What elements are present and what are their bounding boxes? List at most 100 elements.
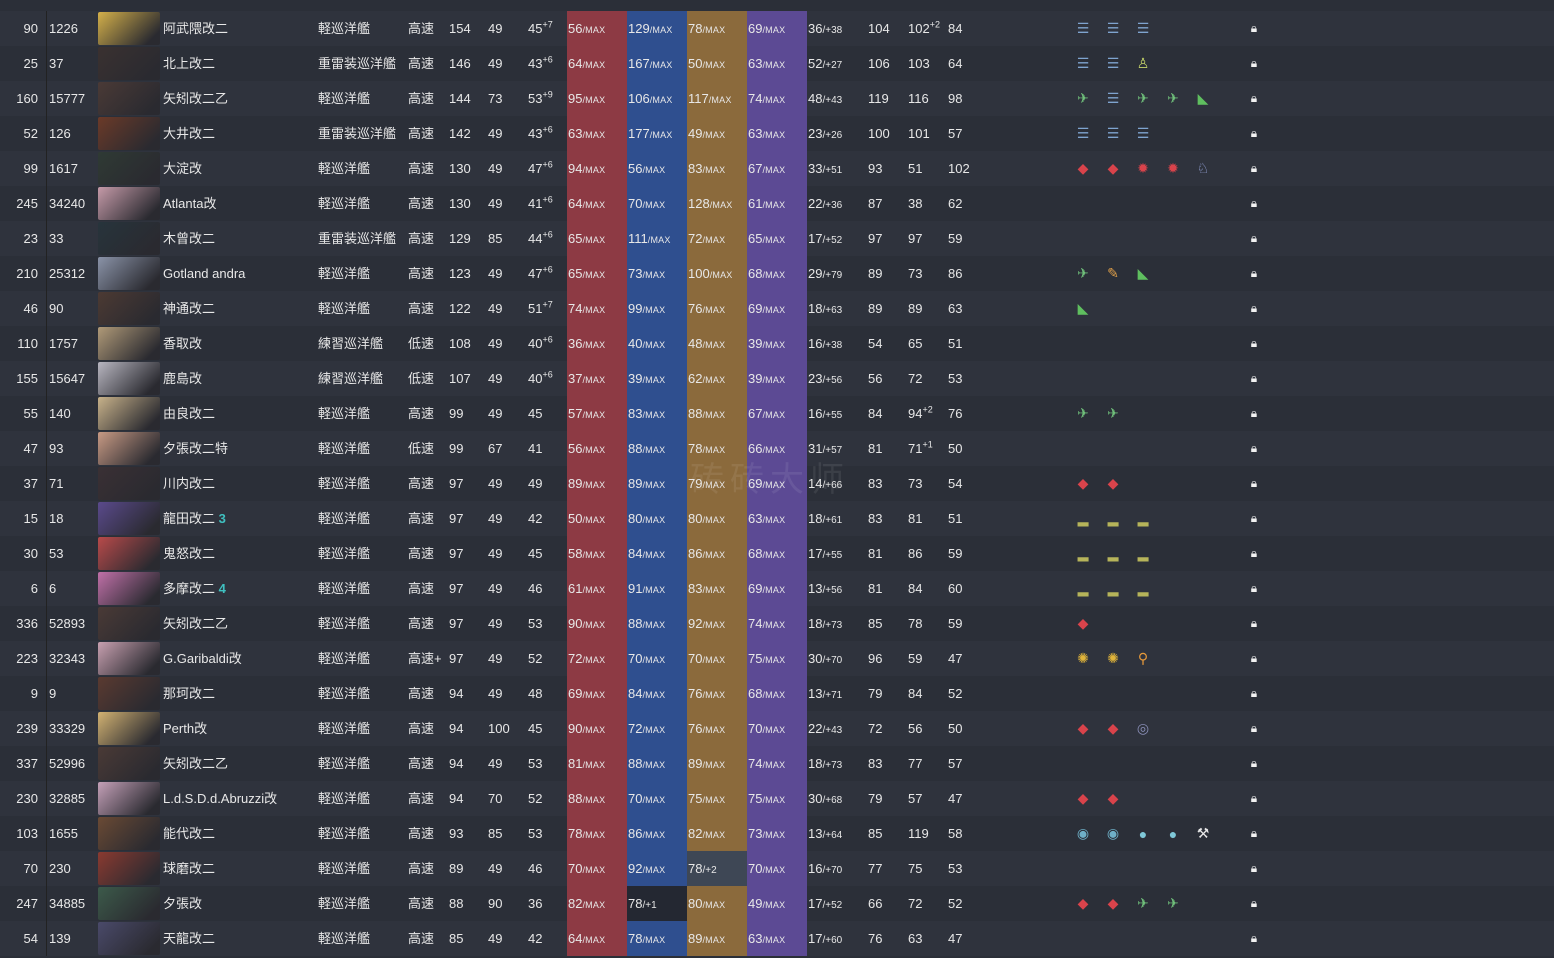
lock-icon[interactable]: 🔒︎	[1250, 126, 1258, 140]
seaplane-icon[interactable]: ✈	[1137, 90, 1149, 106]
table-row[interactable]: 9 9 那珂改二 軽巡洋艦 高速 94 49 48 69/MAX 84/MAX 76/MAX 68/M…	[0, 676, 1554, 711]
boat-icon[interactable]: ▂	[1077, 580, 1089, 596]
depth-charge-icon[interactable]: ●	[1168, 825, 1178, 842]
tank-icon[interactable]: ◣	[1137, 265, 1149, 281]
seaplane-icon[interactable]: ✈	[1077, 90, 1089, 106]
table-row[interactable]: 55 140 由良改二 軽巡洋艦 高速 99 49 45 57/MAX 83/MAX 88/MAX 6…	[0, 396, 1554, 431]
table-row[interactable]: 155 15647 鹿島改 練習巡洋艦 低速 107 49 40+6 37/MAX 39/MAX 6…	[0, 361, 1554, 396]
gun-icon[interactable]: ◆	[1107, 720, 1119, 736]
seaplane-icon[interactable]: ✈	[1107, 405, 1119, 421]
boat-icon[interactable]: ▂	[1077, 510, 1089, 526]
lock-icon[interactable]: 🔒︎	[1250, 756, 1258, 770]
gun-icon[interactable]: ◆	[1107, 475, 1119, 491]
lock-icon[interactable]: 🔒︎	[1250, 826, 1258, 840]
lock-icon[interactable]: 🔒︎	[1250, 616, 1258, 630]
table-row[interactable]: 247 34885 夕張改 軽巡洋艦 高速 88 90 36 82/MAX 78/+1 80/MAX…	[0, 886, 1554, 921]
shell-icon[interactable]: ✹	[1137, 160, 1149, 176]
table-row[interactable]: 15 18 龍田改二 3 軽巡洋艦 高速 97 49 42 50/MAX 80/MAX 80/MAX…	[0, 501, 1554, 536]
boat-icon[interactable]: ▂	[1107, 545, 1119, 561]
menu-icon[interactable]: ☰	[1076, 20, 1090, 36]
table-row[interactable]: 110 1757 香取改 練習巡洋艦 低速 108 49 40+6 36/MAX 40/MAX 48…	[0, 326, 1554, 361]
boat-icon[interactable]: ▂	[1107, 580, 1119, 596]
table-row[interactable]: 25 37 北上改二 重雷装巡洋艦 高速 146 49 43+6 64/MAX 167/MAX 50…	[0, 46, 1554, 81]
table-row[interactable]: 37 71 川内改二 軽巡洋艦 高速 97 49 49 89/MAX 89/MAX 79/MAX 69…	[0, 466, 1554, 501]
sun-icon[interactable]: ✺	[1107, 650, 1119, 666]
lock-icon[interactable]: 🔒︎	[1250, 721, 1258, 735]
seaplane-icon[interactable]: ✈	[1077, 265, 1089, 281]
table-row[interactable]: 160 15777 矢矧改二乙 軽巡洋艦 高速 144 73 53+9 95/MAX 106/MA…	[0, 81, 1554, 116]
lock-icon[interactable]: 🔒︎	[1250, 651, 1258, 665]
lock-icon[interactable]: 🔒︎	[1250, 511, 1258, 525]
table-row[interactable]: 90 1226 阿武隈改二 軽巡洋艦 高速 154 49 45+7 56/MAX 129/MAX 7…	[0, 11, 1554, 46]
gun-icon[interactable]: ◆	[1107, 790, 1119, 806]
tank-icon[interactable]: ◣	[1197, 90, 1209, 106]
table-row[interactable]: 336 52893 矢矧改二乙 軽巡洋艦 高速 97 49 53 90/MAX 88/MAX 92/…	[0, 606, 1554, 641]
table-row[interactable]: 46 90 神通改二 軽巡洋艦 高速 122 49 51+7 74/MAX 99/MAX 76/MA…	[0, 291, 1554, 326]
table-row[interactable]: 337 52996 矢矧改二乙 軽巡洋艦 高速 94 49 53 81/MAX 88/MAX 89/…	[0, 746, 1554, 781]
lock-icon[interactable]: 🔒︎	[1250, 266, 1258, 280]
sonar-icon[interactable]: ◉	[1076, 825, 1090, 841]
menu-icon[interactable]: ☰	[1136, 125, 1150, 141]
tank-icon[interactable]: ◣	[1077, 300, 1089, 316]
lock-icon[interactable]: 🔒︎	[1250, 791, 1258, 805]
boat-icon[interactable]: ▂	[1137, 545, 1149, 561]
table-row[interactable]: 103 1655 能代改二 軽巡洋艦 高速 93 85 53 78/MAX 86/MAX 82/MA…	[0, 816, 1554, 851]
lock-icon[interactable]: 🔒︎	[1250, 371, 1258, 385]
gun-icon[interactable]: ◆	[1077, 160, 1089, 176]
table-row[interactable]: 70 230 球磨改二 軽巡洋艦 高速 89 49 46 70/MAX 92/MAX 78/+2 70…	[0, 851, 1554, 886]
boat-icon[interactable]: ▂	[1137, 510, 1149, 526]
table-row[interactable]: 245 34240 Atlanta改 軽巡洋艦 高速 130 49 41+6 64/MAX 70/…	[0, 186, 1554, 221]
lock-icon[interactable]: 🔒︎	[1250, 931, 1258, 945]
table-row[interactable]: 99 1617 大淀改 軽巡洋艦 高速 130 49 47+6 94/MAX 56/MAX 83/M…	[0, 151, 1554, 186]
lock-icon[interactable]: 🔒︎	[1250, 406, 1258, 420]
lock-icon[interactable]: 🔒︎	[1250, 581, 1258, 595]
table-row[interactable]: 230 32885 L.d.S.D.d.Abruzzi改 軽巡洋艦 高速 94 70 52 88…	[0, 781, 1554, 816]
lock-icon[interactable]: 🔒︎	[1250, 301, 1258, 315]
gun-icon[interactable]: ◆	[1077, 895, 1089, 911]
table-row[interactable]: 54 139 天龍改二 軽巡洋艦 高速 85 49 42 64/MAX 78/MAX 89/MAX 6…	[0, 921, 1554, 956]
lock-icon[interactable]: 🔒︎	[1250, 196, 1258, 210]
lock-icon[interactable]: 🔒︎	[1250, 546, 1258, 560]
gun-icon[interactable]: ◆	[1077, 790, 1089, 806]
lock-icon[interactable]: 🔒︎	[1250, 476, 1258, 490]
shell-icon[interactable]: ✹	[1167, 160, 1179, 176]
boat-icon[interactable]: ▂	[1137, 580, 1149, 596]
lock-icon[interactable]: 🔒︎	[1250, 231, 1258, 245]
menu-icon[interactable]: ☰	[1106, 125, 1120, 141]
lock-icon[interactable]: 🔒︎	[1250, 896, 1258, 910]
gun-icon[interactable]: ◆	[1107, 895, 1119, 911]
lock-icon[interactable]: 🔒︎	[1250, 91, 1258, 105]
seaplane-icon[interactable]: ✈	[1167, 90, 1179, 106]
seaplane-icon[interactable]: ✈	[1167, 895, 1179, 911]
lock-icon[interactable]: 🔒︎	[1250, 336, 1258, 350]
pickaxe-icon[interactable]: ⚒	[1196, 825, 1210, 841]
key-icon[interactable]: ⚲	[1137, 650, 1149, 666]
lock-icon[interactable]: 🔒︎	[1250, 56, 1258, 70]
wrench-icon[interactable]: ✎	[1107, 265, 1119, 281]
personnel-icon[interactable]: ♘	[1196, 160, 1210, 176]
sonar-icon[interactable]: ◉	[1106, 825, 1120, 841]
table-row[interactable]: 239 33329 Perth改 軽巡洋艦 高速 94 100 45 90/MAX 72/MAX 7…	[0, 711, 1554, 746]
table-row[interactable]: 30 53 鬼怒改二 軽巡洋艦 高速 97 49 45 58/MAX 84/MAX 86/MAX 68…	[0, 536, 1554, 571]
lock-icon[interactable]: 🔒︎	[1250, 161, 1258, 175]
menu-icon[interactable]: ☰	[1076, 125, 1090, 141]
lock-icon[interactable]: 🔒︎	[1250, 686, 1258, 700]
gun-icon[interactable]: ◆	[1107, 160, 1119, 176]
table-row[interactable]: 47 93 夕張改二特 軽巡洋艦 低速 99 67 41 56/MAX 88/MAX 78/MAX 6…	[0, 431, 1554, 466]
menu-icon[interactable]: ☰	[1076, 55, 1090, 71]
boat-icon[interactable]: ▂	[1107, 510, 1119, 526]
table-row[interactable]: 223 32343 G.Garibaldi改 軽巡洋艦 高速+ 97 49 52 72/MAX 7…	[0, 641, 1554, 676]
gun-icon[interactable]: ◆	[1077, 720, 1089, 736]
table-row[interactable]: 52 126 大井改二 重雷装巡洋艦 高速 142 49 43+6 63/MAX 177/MAX 4…	[0, 116, 1554, 151]
table-row[interactable]: 6 6 多摩改二 4 軽巡洋艦 高速 97 49 46 61/MAX 91/MAX 83/MAX 69…	[0, 571, 1554, 606]
depth-charge-icon[interactable]: ●	[1138, 825, 1148, 842]
menu-icon[interactable]: ☰	[1106, 20, 1120, 36]
menu-icon[interactable]: ☰	[1106, 90, 1120, 106]
lock-icon[interactable]: 🔒︎	[1250, 861, 1258, 875]
lock-icon[interactable]: 🔒︎	[1250, 441, 1258, 455]
table-row[interactable]: 23 33 木曾改二 重雷装巡洋艦 高速 129 85 44+6 65/MAX 111/MAX 72…	[0, 221, 1554, 256]
gun-icon[interactable]: ◆	[1077, 475, 1089, 491]
lock-icon[interactable]: 🔒︎	[1250, 21, 1258, 35]
boat-icon[interactable]: ▂	[1077, 545, 1089, 561]
menu-icon[interactable]: ☰	[1106, 55, 1120, 71]
